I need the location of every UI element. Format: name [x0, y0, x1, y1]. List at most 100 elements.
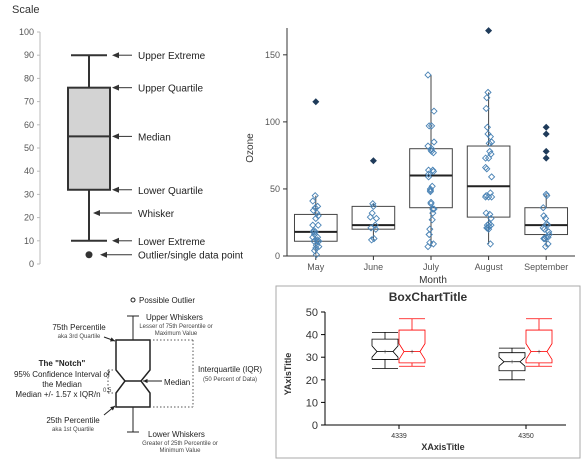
- scale-title: Scale: [12, 4, 40, 16]
- scale-tick-label: 60: [24, 120, 34, 130]
- ozone-data-point: [542, 190, 550, 198]
- ozone-data-point: [429, 209, 437, 217]
- ozone-data-point: [311, 204, 319, 212]
- ozone-outlier: [485, 27, 493, 35]
- ozone-data-point: [543, 192, 551, 200]
- notch-line-3: Median +/- 1.57 x IQR/n: [15, 390, 100, 399]
- ozone-x-tick-label: May: [307, 262, 325, 272]
- iqr-sub-label: (50 Percent of Data): [203, 377, 257, 383]
- lower-whiskers-sub-1: Greater of 25th Percentile or: [142, 441, 218, 447]
- box-chart-notched-box: [525, 329, 553, 364]
- ozone-data-point: [426, 187, 435, 196]
- quartile-box: [67, 86, 111, 191]
- ozone-data-point: [309, 221, 317, 229]
- ozone-data-point: [486, 189, 495, 197]
- ozone-data-point: [429, 205, 437, 213]
- ozone-outlier: [542, 130, 550, 138]
- p75-arrow-head: [110, 337, 115, 342]
- ozone-data-point: [424, 71, 432, 79]
- ozone-data-point: [425, 230, 433, 239]
- ozone-outlier: [312, 98, 320, 106]
- annotation-label: Outlier/single data point: [138, 251, 243, 262]
- box-chart-mean-marker: +: [410, 349, 414, 356]
- ozone-data-point: [372, 214, 381, 223]
- ozone-data-point: [485, 139, 493, 147]
- lower-whiskers-label: Lower Whiskers: [148, 430, 205, 439]
- ozone-data-point: [309, 233, 317, 241]
- scale-tick-label: 100: [19, 27, 34, 37]
- scale-tick-label: 70: [24, 97, 34, 107]
- box-chart-mean-marker: +: [383, 349, 387, 356]
- ozone-data-point: [543, 220, 551, 228]
- annotation-arrowhead: [112, 133, 119, 140]
- ozone-data-point: [426, 185, 435, 193]
- ozone-data-point: [311, 192, 319, 200]
- ozone-x-tick-label: June: [364, 262, 384, 272]
- ozone-data-point: [541, 242, 550, 251]
- ozone-data-point: [487, 193, 496, 201]
- box-chart-y-tick-label: 10: [306, 397, 318, 409]
- panel-box-anatomy: Scale 0 10 20 30 40 50 60 70 80 90 100 Upper Extre…: [12, 4, 243, 269]
- ozone-data-point: [430, 205, 438, 213]
- ozone-data-point: [372, 225, 380, 233]
- ozone-data-point: [310, 237, 318, 245]
- ozone-x-axis-label: Month: [419, 275, 447, 286]
- annotation-label: Lower Extreme: [138, 237, 206, 248]
- ozone-data-point: [540, 212, 548, 220]
- ozone-data-point: [424, 170, 433, 178]
- ozone-data-point: [313, 202, 322, 211]
- annotation-label: Lower Quartile: [138, 186, 203, 197]
- scale-tick-label: 0: [29, 259, 34, 269]
- ozone-data-point: [429, 240, 438, 248]
- notch-line-2: the Median: [42, 380, 82, 389]
- ozone-y-tick-label: 0: [275, 251, 280, 261]
- ozone-data-point: [370, 234, 378, 243]
- ozone-data-point: [428, 216, 436, 224]
- ozone-data-point: [309, 206, 318, 215]
- box-chart-notched-box: [371, 338, 399, 360]
- ozone-data-point: [369, 202, 378, 211]
- scale-tick-label: 40: [24, 166, 34, 176]
- p25-arrow-head: [110, 406, 115, 411]
- ozone-data-point: [486, 240, 495, 248]
- annotation-arrowhead: [112, 186, 119, 193]
- box-chart-y-tick-label: 0: [312, 420, 318, 432]
- ozone-data-point: [486, 147, 494, 156]
- ozone-data-point: [544, 228, 553, 236]
- ozone-data-point: [482, 192, 490, 200]
- ozone-data-point: [368, 209, 376, 217]
- ozone-data-point: [485, 220, 493, 228]
- ozone-data-point: [424, 173, 433, 181]
- scale-tick-label: 30: [24, 189, 34, 199]
- possible-outlier-label: Possible Outlier: [139, 296, 195, 305]
- ozone-data-point: [427, 198, 435, 206]
- ozone-y-axis-label: Ozone: [245, 133, 256, 163]
- annotation-arrowhead: [100, 251, 107, 258]
- p25-sub-label: aka 1st Quartile: [52, 427, 95, 433]
- p25-label: 25th Percentile: [46, 416, 100, 425]
- ozone-data-point: [430, 138, 438, 146]
- scale-tick-label: 90: [24, 50, 34, 60]
- ozone-box: [466, 145, 511, 218]
- ozone-data-point: [487, 221, 495, 229]
- ozone-data-point: [367, 236, 376, 244]
- box-chart-x-axis-label: XAxisTitle: [421, 442, 464, 452]
- ozone-data-point: [542, 233, 550, 241]
- ozone-outlier: [369, 157, 377, 165]
- ozone-data-point: [429, 166, 437, 174]
- ozone-data-point: [487, 138, 496, 146]
- box-chart-mean-marker: +: [510, 359, 514, 366]
- p75-label: 75th Percentile: [52, 323, 106, 332]
- ozone-x-tick-label: July: [423, 262, 440, 272]
- ozone-data-point: [430, 107, 438, 115]
- annotation-arrowhead: [112, 237, 119, 244]
- notched-box: [115, 339, 151, 408]
- panel-box-chart: BoxChartTitle YAxisTitle XAxisTitle 0 10 2…: [275, 285, 581, 459]
- box-chart-y-tick-label: 40: [306, 330, 318, 342]
- box-chart-title: BoxChartTitle: [389, 290, 468, 304]
- ozone-data-point: [427, 200, 435, 208]
- box-chart-y-axis-label: YAxisTitle: [283, 353, 293, 396]
- ozone-data-point: [310, 246, 319, 255]
- box-chart-y-tick-label: 30: [306, 352, 318, 364]
